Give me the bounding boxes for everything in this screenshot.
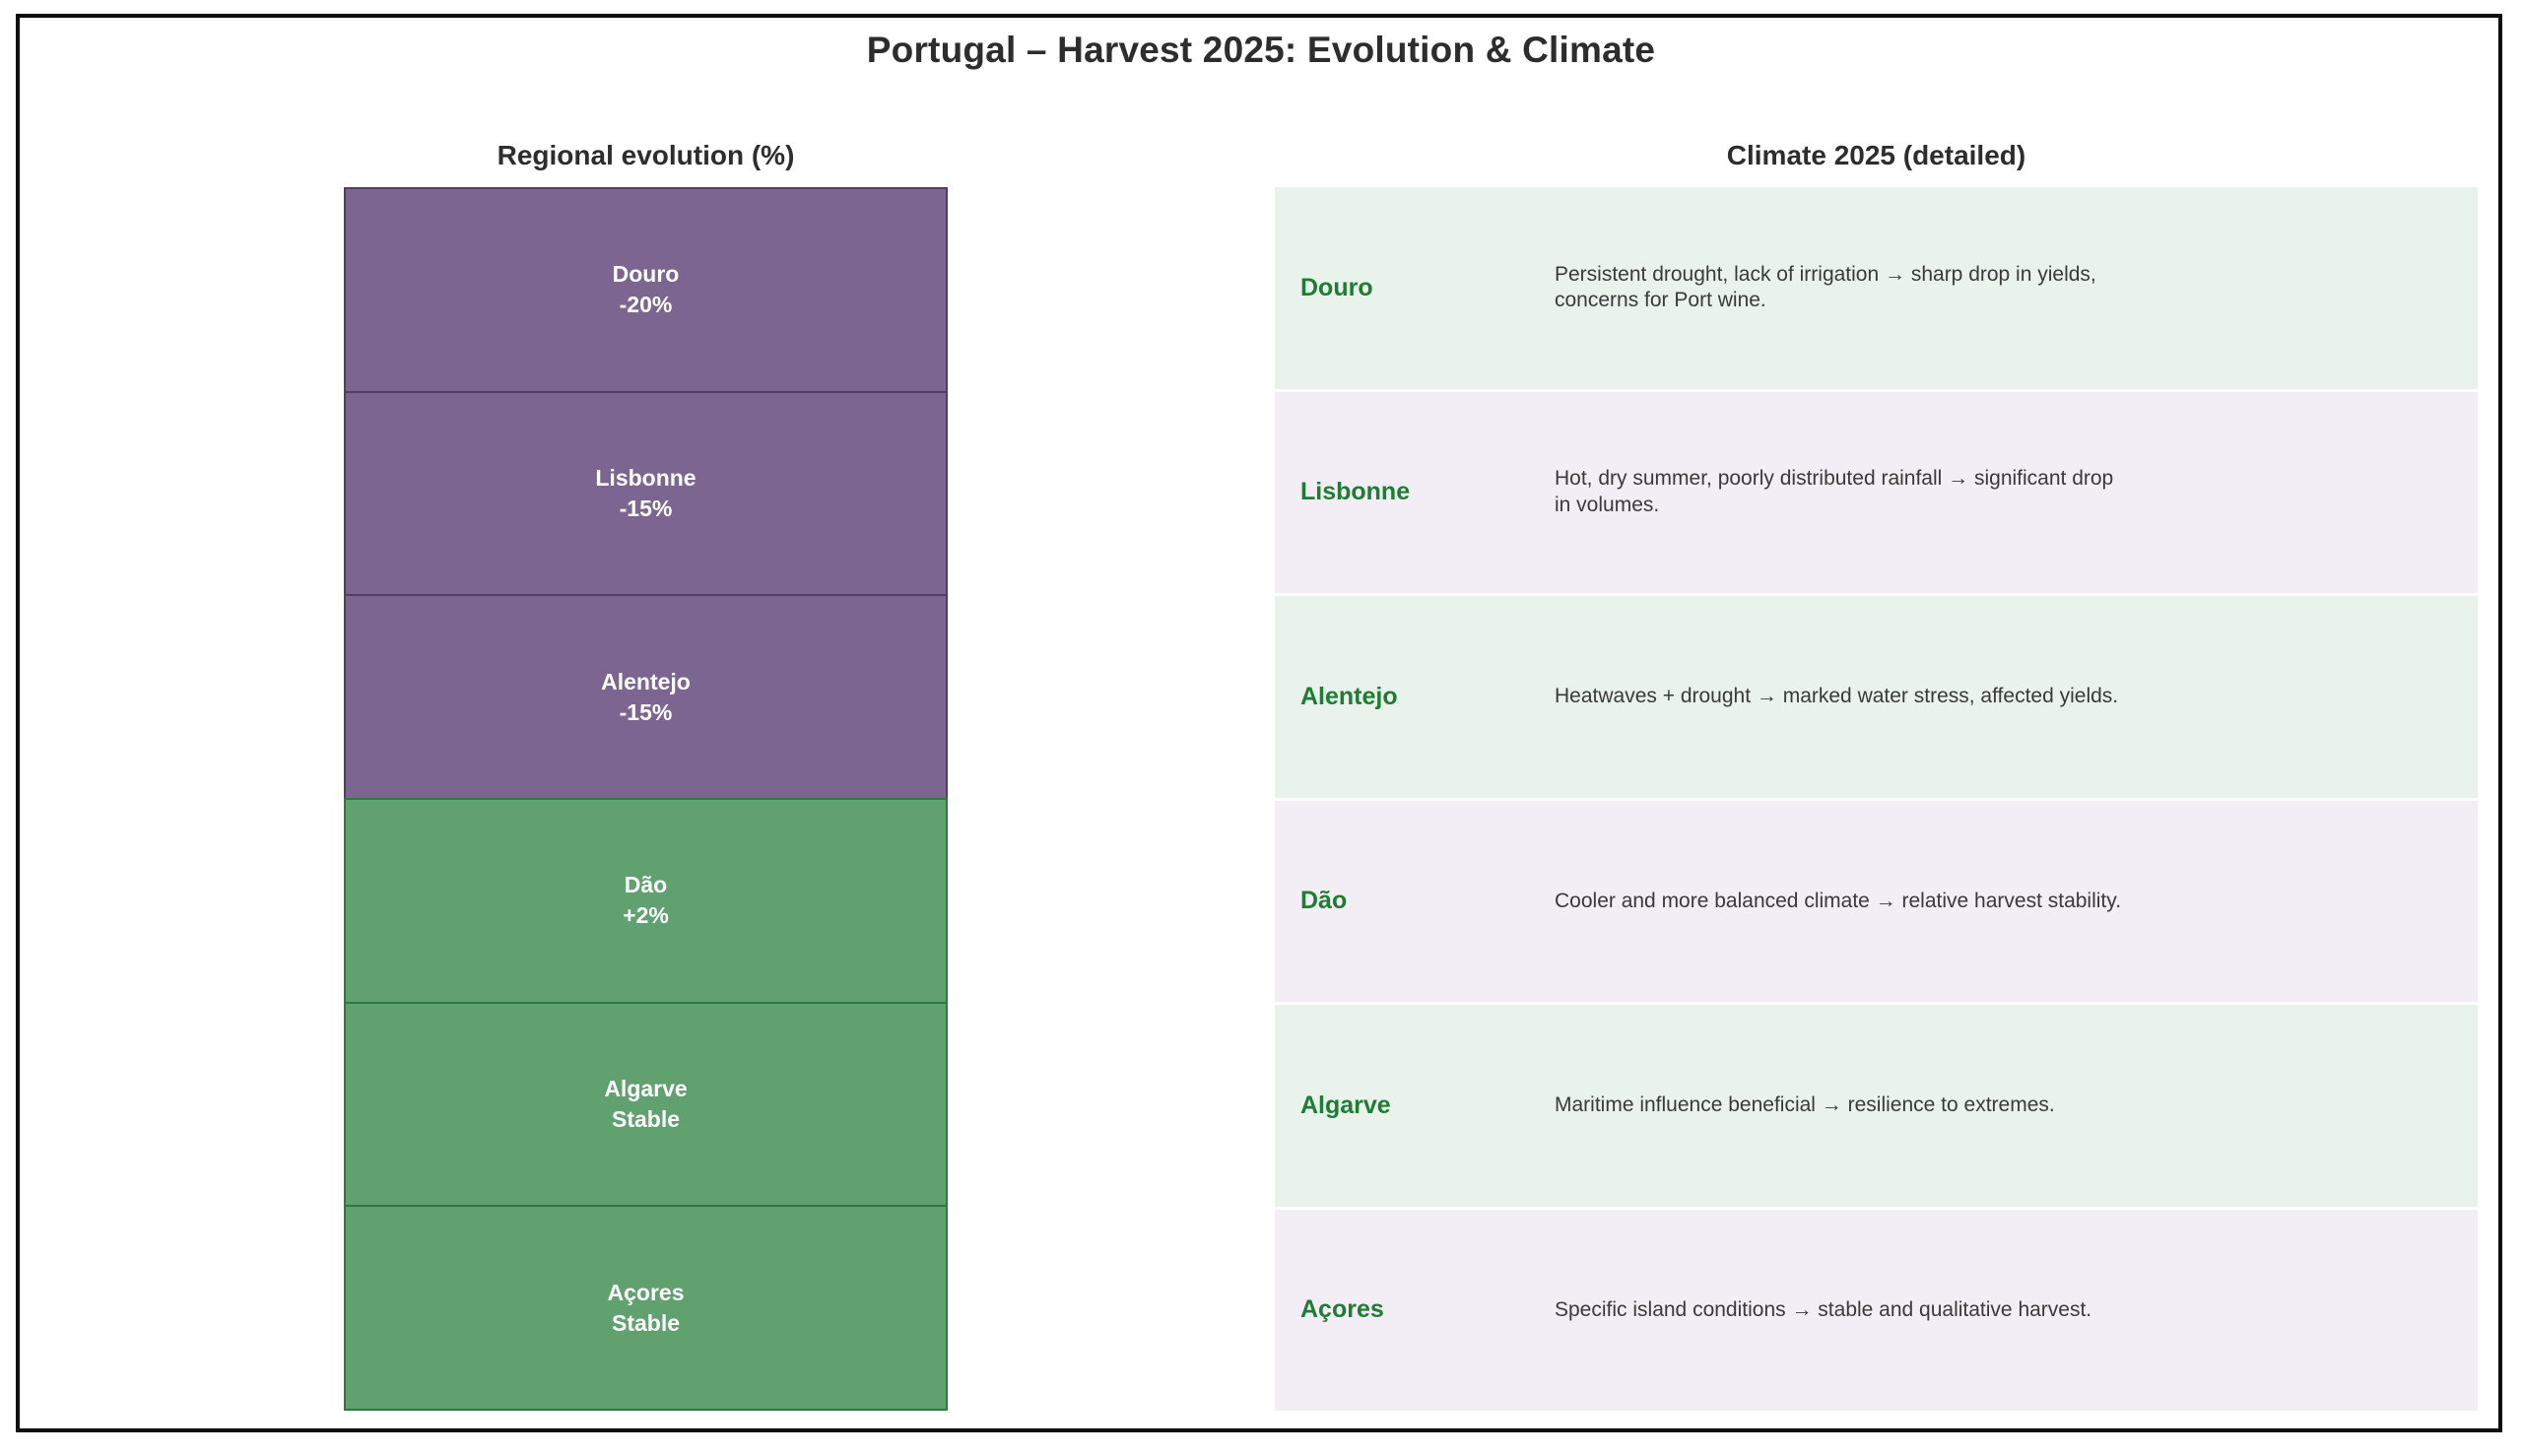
left-panel-title: Regional evolution (%) — [497, 140, 795, 170]
row-region-label: Algarve — [1300, 1091, 1391, 1119]
segment-algarve: Algarve Stable — [344, 1001, 948, 1208]
segment-lisbonne: Lisbonne -15% — [344, 390, 948, 597]
climate-detail-table: Douro Persistent drought, lack of irriga… — [1275, 187, 2478, 1411]
row-region-label: Açores — [1300, 1295, 1384, 1324]
segment-region-label: Lisbonne — [595, 464, 697, 491]
row-region-label: Lisbonne — [1300, 478, 1411, 506]
table-row-acores: Açores Specific island conditions → stab… — [1275, 1209, 2478, 1411]
row-description: Specific island conditions → stable and … — [1555, 1297, 2092, 1321]
row-description: Cooler and more balanced climate → relat… — [1555, 889, 2122, 912]
row-region-label: Douro — [1300, 273, 1373, 301]
segment-acores: Açores Stable — [344, 1205, 948, 1412]
row-description: Maritime influence beneficial → resilien… — [1555, 1093, 2055, 1117]
table-row-lisbonne: Lisbonne Hot, dry summer, poorly distrib… — [1275, 391, 2478, 593]
table-row-douro: Douro Persistent drought, lack of irriga… — [1275, 187, 2478, 389]
segment-value-label: Stable — [611, 1106, 681, 1133]
segment-region-label: Douro — [612, 261, 680, 288]
row-description: Hot, dry summer, poorly distributed rain… — [1555, 467, 2114, 516]
segment-value-label: -15% — [619, 698, 673, 725]
row-region-label: Alentejo — [1300, 682, 1398, 710]
segment-region-label: Algarve — [604, 1075, 688, 1101]
segment-douro: Douro -20% — [344, 187, 948, 393]
segment-value-label: -15% — [619, 496, 673, 521]
row-description: Heatwaves + drought → marked water stres… — [1555, 685, 2119, 708]
figure-title: Portugal – Harvest 2025: Evolution & Cli… — [866, 30, 1656, 70]
table-row-algarve: Algarve Maritime influence beneficial → … — [1275, 1005, 2478, 1207]
segment-region-label: Alentejo — [601, 668, 691, 695]
right-panel-title: Climate 2025 (detailed) — [1726, 140, 2026, 170]
table-row-alentejo: Alentejo Heatwaves + drought → marked wa… — [1275, 596, 2478, 798]
segment-value-label: +2% — [623, 902, 669, 929]
table-row-dao: Dão Cooler and more balanced climate → r… — [1275, 800, 2478, 1002]
row-region-label: Dão — [1300, 887, 1348, 915]
segment-dao: Dão +2% — [344, 798, 948, 1004]
segment-value-label: -20% — [619, 292, 673, 318]
segment-region-label: Dão — [624, 872, 668, 898]
segment-value-label: Stable — [611, 1309, 681, 1336]
row-description: Persistent drought, lack of irrigation →… — [1555, 262, 2096, 312]
segment-region-label: Açores — [607, 1279, 685, 1305]
regional-evolution-stacked-column: Douro -20% Lisbonne -15% Alentejo -15% D… — [344, 187, 948, 1412]
segment-alentejo: Alentejo -15% — [344, 594, 948, 801]
